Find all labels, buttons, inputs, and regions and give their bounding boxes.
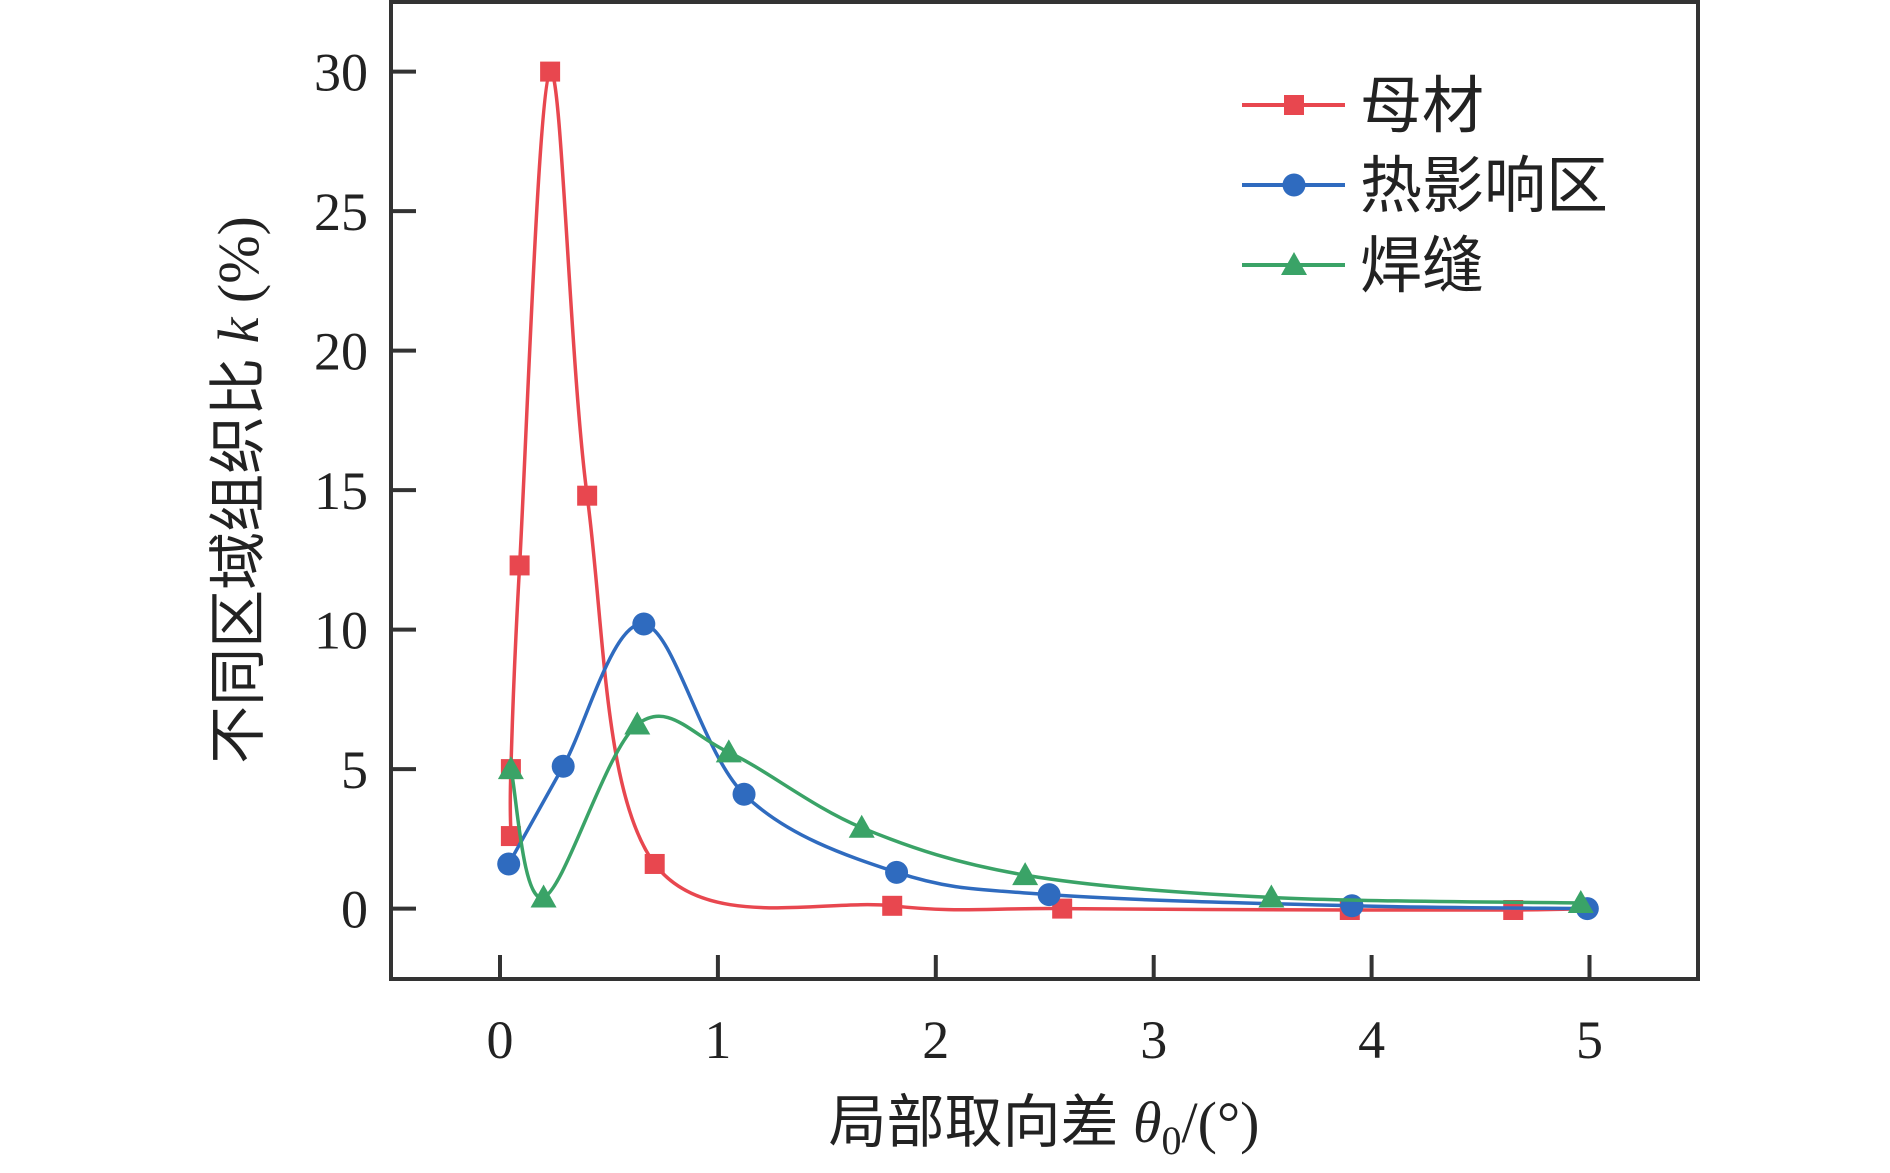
- x-tick-label: 3: [1140, 1010, 1167, 1070]
- series-layer: [497, 61, 1599, 921]
- series-line: [508, 69, 1590, 912]
- legend-item: 母材: [1242, 73, 1484, 141]
- data-point: [644, 853, 665, 874]
- data-point: [1012, 862, 1039, 886]
- y-tick-label: 30: [314, 43, 368, 103]
- data-point: [882, 895, 903, 916]
- y-tick-label: 15: [314, 461, 368, 521]
- series-line: [507, 622, 1588, 911]
- data-point: [848, 814, 875, 838]
- legend-marker: [1282, 173, 1306, 197]
- x-tick-label: 4: [1358, 1010, 1385, 1070]
- data-point: [509, 555, 530, 576]
- data-point: [551, 754, 575, 778]
- series-2: [497, 711, 1594, 914]
- y-axis-title: 不同区域组织比 k (%): [206, 216, 271, 764]
- data-point: [1037, 883, 1061, 907]
- data-point: [715, 739, 742, 763]
- legend-item: 焊缝: [1242, 233, 1484, 301]
- x-tick-label: 1: [704, 1010, 731, 1070]
- data-point: [1503, 899, 1524, 920]
- legend-label: 热影响区: [1360, 153, 1608, 221]
- x-tick-label: 2: [922, 1010, 949, 1070]
- data-point: [885, 860, 909, 884]
- x-axis-title: 局部取向差 θ0/(°): [829, 1090, 1260, 1163]
- data-point: [500, 826, 521, 847]
- ticks-layer: 0 1 2 3 4 5 0 5 10 15 20 25 30: [314, 43, 1603, 1070]
- data-point: [1340, 894, 1364, 918]
- y-tick-label: 0: [341, 880, 368, 940]
- y-tick-label: 20: [314, 322, 368, 382]
- data-point: [530, 884, 557, 908]
- data-point: [497, 852, 521, 876]
- data-point: [1258, 884, 1285, 908]
- data-point: [624, 711, 651, 735]
- y-tick-label: 10: [314, 601, 368, 661]
- series-0: [500, 61, 1590, 920]
- x-tick-label: 5: [1576, 1010, 1603, 1070]
- data-point: [497, 756, 524, 780]
- x-tick-label: 0: [487, 1010, 514, 1070]
- data-point: [632, 612, 656, 636]
- data-point: [577, 485, 598, 506]
- series-line: [509, 714, 1581, 905]
- data-point: [1567, 890, 1594, 914]
- y-tick-label: 25: [314, 182, 368, 242]
- legend-marker: [1284, 95, 1304, 115]
- legend-label: 焊缝: [1360, 233, 1484, 301]
- y-tick-label: 5: [341, 740, 368, 800]
- legend-item: 热影响区: [1242, 153, 1608, 221]
- legend-label: 母材: [1360, 73, 1484, 141]
- data-point: [732, 782, 756, 806]
- data-point: [540, 61, 561, 82]
- legend-marker: [1281, 252, 1307, 275]
- data-point: [1052, 898, 1073, 919]
